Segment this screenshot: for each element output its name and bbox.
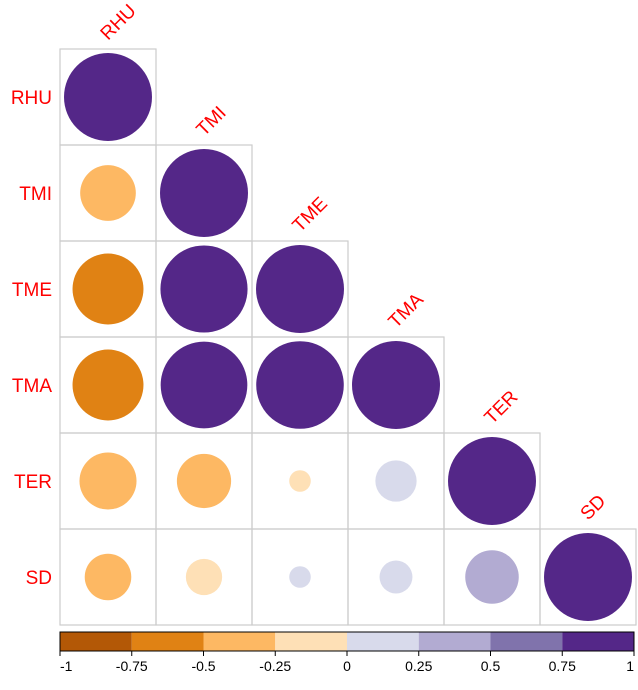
- circle-TMA-RHU: [72, 349, 144, 421]
- cell-SD-SD: [539, 528, 637, 626]
- row-label-RHU: RHU: [11, 88, 52, 109]
- cell-grid: [59, 48, 637, 626]
- circle-RHU-RHU: [64, 53, 152, 141]
- colorbar-tick-label: 1: [626, 658, 634, 674]
- column-label-TMA: TMA: [385, 289, 428, 332]
- colorbar-tick-label: 0: [343, 658, 351, 674]
- circle-SD-TER: [465, 550, 519, 604]
- column-label-TMI: TMI: [193, 103, 231, 141]
- circle-TMA-TME: [256, 341, 344, 429]
- colorbar-bin-2: [203, 632, 276, 651]
- circle-TMA-TMA: [352, 341, 440, 429]
- colorbar-bin-3: [275, 632, 347, 651]
- column-label-RHU: RHU: [97, 1, 141, 45]
- row-labels: RHU TMI TME TMA TER SD: [11, 88, 52, 589]
- colorbar-tick-label: 0.25: [405, 658, 432, 674]
- colorbar-bin-5: [418, 632, 491, 651]
- colorbar-bin-0: [60, 632, 132, 651]
- circle-TME-TMI: [160, 245, 248, 333]
- circle-TER-RHU: [79, 452, 137, 510]
- circle-TME-TME: [256, 245, 344, 333]
- circle-TMI-RHU: [80, 165, 136, 221]
- colorbar-tick-label: -0.25: [259, 658, 291, 674]
- circle-TMI-TMI: [160, 149, 248, 237]
- circle-TER-TER: [448, 437, 536, 525]
- colorbar-tick-label: -1: [60, 658, 73, 674]
- colorbar-bin-6: [490, 632, 563, 651]
- row-label-TER: TER: [14, 472, 52, 493]
- colorbar-tick-label: 0.5: [481, 658, 501, 674]
- circle-TER-TME: [289, 470, 311, 492]
- circle-SD-SD: [544, 533, 632, 621]
- colorbar-bin-1: [131, 632, 204, 651]
- colorbar-tick-label: -0.75: [116, 658, 148, 674]
- colorbar-tick-label: 0.75: [549, 658, 576, 674]
- circle-TME-RHU: [72, 253, 144, 325]
- circle-TER-TMA: [375, 460, 417, 502]
- column-label-SD: SD: [577, 491, 611, 525]
- colorbar-bin-7: [562, 632, 634, 651]
- column-label-TER: TER: [481, 387, 523, 429]
- colorbar-bin-4: [347, 632, 419, 651]
- circle-SD-TMA: [379, 560, 413, 594]
- circle-SD-TME: [289, 566, 311, 588]
- colorbar-tick-label: -0.5: [191, 658, 215, 674]
- circle-TER-TMI: [176, 453, 232, 509]
- row-label-TME: TME: [12, 280, 52, 301]
- column-label-TME: TME: [289, 193, 332, 236]
- row-label-TMI: TMI: [19, 184, 52, 205]
- correlation-circles: [64, 53, 632, 621]
- colorbar: [59, 631, 635, 652]
- row-label-TMA: TMA: [12, 376, 52, 397]
- colorbar-tick-labels: -1 -0.75 -0.5 -0.25 0 0.25 0.5 0.75 1: [59, 651, 635, 674]
- circle-TMA-TMI: [160, 341, 248, 429]
- row-label-SD: SD: [26, 568, 52, 589]
- circle-SD-TMI: [185, 558, 223, 596]
- circle-SD-RHU: [84, 553, 132, 601]
